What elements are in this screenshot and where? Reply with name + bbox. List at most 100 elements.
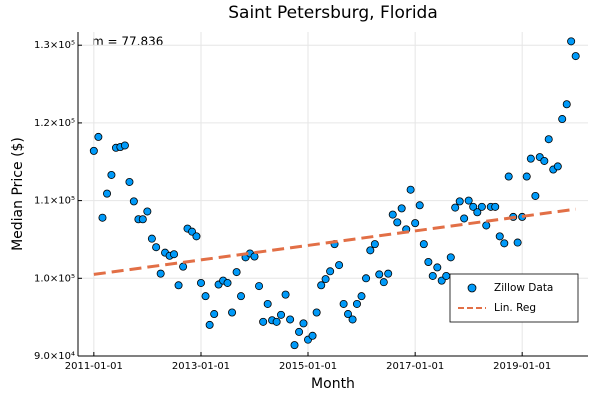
legend-marker (467, 283, 477, 293)
data-point (464, 196, 473, 205)
x-axis-label: Month (311, 376, 355, 392)
data-point (192, 232, 201, 241)
data-point (299, 319, 308, 328)
data-point (384, 269, 393, 278)
data-point (312, 308, 321, 317)
data-point (179, 262, 188, 271)
data-point (375, 270, 384, 279)
data-point (513, 238, 522, 247)
data-point (504, 172, 513, 181)
data-point (558, 115, 567, 124)
data-point (571, 52, 580, 61)
y-tick-label: 1.2×10⁵ (34, 118, 75, 129)
data-point (263, 299, 272, 308)
data-point (348, 315, 357, 324)
data-point (567, 37, 576, 46)
data-point (544, 135, 553, 144)
data-point (469, 202, 478, 211)
data-point (255, 282, 264, 291)
data-point (107, 170, 116, 179)
data-point (281, 290, 290, 299)
data-point (89, 146, 98, 155)
data-point (170, 250, 179, 259)
data-point (428, 271, 437, 280)
x-tick-label: 2015-01-01 (279, 361, 337, 372)
data-point (120, 141, 129, 150)
data-point (147, 234, 156, 243)
x-tick-label: 2019-01-01 (493, 361, 551, 372)
data-point (286, 315, 295, 324)
data-point (477, 202, 486, 211)
data-point (156, 269, 165, 278)
y-tick-label: 1.0×10⁵ (34, 273, 75, 284)
data-point (388, 210, 397, 219)
data-point (411, 219, 420, 228)
x-tick-label: 2017-01-01 (386, 361, 444, 372)
x-tick-label: 2011-01-01 (65, 361, 123, 372)
data-point (94, 132, 103, 141)
data-point (152, 243, 161, 252)
data-point (460, 214, 469, 223)
data-point (366, 246, 375, 255)
regression-line (93, 207, 576, 276)
data-point (362, 274, 371, 283)
data-point (228, 308, 237, 317)
data-point (290, 341, 299, 350)
data-point (259, 317, 268, 326)
data-point (553, 162, 562, 171)
data-point (272, 317, 281, 326)
data-point (210, 310, 219, 319)
data-point (393, 218, 402, 227)
data-point (295, 327, 304, 336)
data-point (540, 156, 549, 165)
data-point (379, 278, 388, 287)
data-point (562, 100, 571, 109)
legend-box (449, 273, 579, 323)
data-point (103, 189, 112, 198)
data-point (397, 204, 406, 213)
y-tick-label: 9.0×10⁴ (34, 351, 75, 362)
data-point (482, 221, 491, 230)
legend-label: Lin. Reg (494, 302, 536, 314)
data-point (125, 177, 134, 186)
data-point (500, 239, 509, 248)
data-point (446, 253, 455, 262)
data-point (223, 278, 232, 287)
data-point (344, 310, 353, 319)
data-point (201, 292, 210, 301)
data-point (424, 257, 433, 266)
data-point (277, 310, 286, 319)
data-point (451, 203, 460, 212)
data-point (455, 197, 464, 206)
data-point (98, 213, 107, 222)
data-point (522, 172, 531, 181)
data-point (526, 154, 535, 163)
x-tick-label: 2013-01-01 (172, 361, 230, 372)
data-point (419, 240, 428, 249)
data-point (339, 299, 348, 308)
data-point (196, 278, 205, 287)
legend-label: Zillow Data (494, 282, 553, 294)
data-point (174, 281, 183, 290)
data-point (473, 208, 482, 217)
data-point (237, 292, 246, 301)
data-point (138, 215, 147, 224)
data-point (205, 320, 214, 329)
data-point (406, 185, 415, 194)
data-point (357, 292, 366, 301)
y-tick-label: 1.3×10⁵ (34, 40, 75, 51)
data-point (232, 268, 241, 277)
y-tick-label: 1.1×10⁵ (34, 196, 75, 207)
data-point (352, 299, 361, 308)
data-point (143, 207, 152, 216)
data-point (317, 281, 326, 290)
y-axis-label: Median Price ($) (10, 137, 26, 251)
data-point (442, 271, 451, 280)
data-point (321, 275, 330, 284)
annotation: m = 77.836 (92, 35, 163, 49)
data-point (129, 197, 138, 206)
data-point (250, 252, 259, 261)
data-point (335, 261, 344, 270)
